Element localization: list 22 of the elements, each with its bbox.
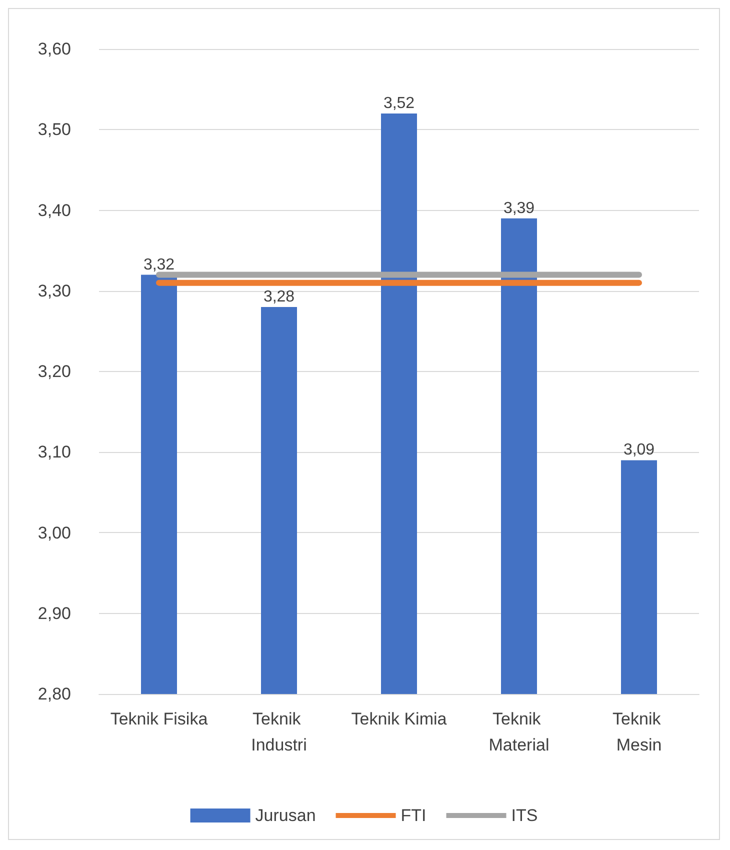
y-tick-label: 3,50 <box>38 120 71 140</box>
y-tick-label: 2,90 <box>38 604 71 623</box>
x-tick-label: Teknik Kimia <box>351 710 448 728</box>
y-tick-label: 3,00 <box>38 523 71 542</box>
x-tick-label: Teknik Industri <box>251 710 307 754</box>
y-tick-label: 3,60 <box>38 40 71 58</box>
legend-label: FTI <box>400 806 426 825</box>
y-tick-label: 3,20 <box>38 362 71 381</box>
data-label: 3,52 <box>383 95 415 112</box>
data-label: 3,39 <box>503 200 535 217</box>
y-tick-label: 3,40 <box>38 200 71 220</box>
legend-label: Jurusan <box>255 806 316 825</box>
data-label: 3,28 <box>263 288 295 306</box>
y-tick-label: 2,80 <box>38 684 71 704</box>
y-tick-label: 3,10 <box>38 442 71 462</box>
legend-label: ITS <box>511 806 538 825</box>
x-tick-label: Teknik Material <box>488 710 550 754</box>
y-tick-label: 3,30 <box>38 281 71 300</box>
x-tick-label: Teknik Fisika <box>110 710 208 728</box>
data-label: 3,32 <box>143 256 175 274</box>
x-tick-label: Teknik Mesin <box>612 710 666 754</box>
data-label: 3,09 <box>623 442 655 459</box>
